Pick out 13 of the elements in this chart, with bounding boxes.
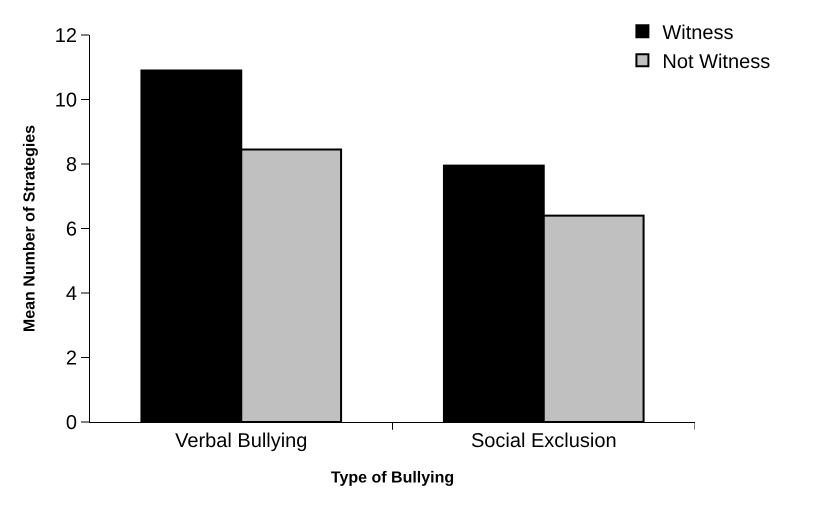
legend-label: Not Witness [662, 51, 770, 74]
y-tick-label: 6 [66, 218, 77, 240]
y-tick-label: 0 [66, 412, 77, 434]
x-tick-label: Verbal Bullying [175, 430, 308, 452]
y-tick-label: 4 [66, 283, 77, 305]
y-tick-label: 10 [54, 90, 77, 112]
y-tick-label: 2 [66, 348, 77, 370]
y-tick-label: 12 [54, 25, 77, 47]
x-tick-label: Social Exclusion [470, 430, 617, 452]
x-axis-title: Type of Bullying [330, 470, 454, 487]
y-axis-title: Mean Number of Strategies [22, 124, 39, 332]
y-tick-label: 8 [66, 154, 77, 176]
legend-label: Witness [662, 22, 734, 44]
